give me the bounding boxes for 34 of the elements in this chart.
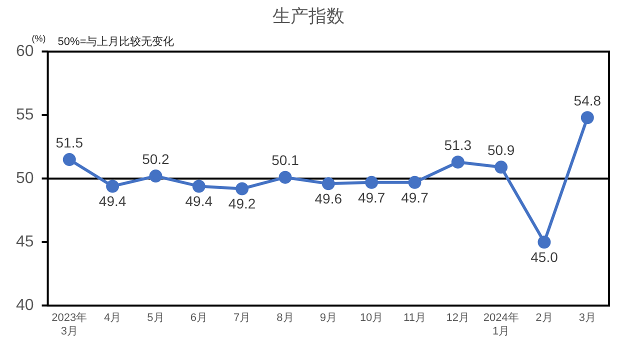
x-tick-label: 9月 [320, 312, 337, 324]
data-label: 49.4 [185, 193, 213, 210]
x-tick-label: 2024年 1月 [483, 312, 519, 338]
data-label: 49.6 [314, 190, 342, 207]
x-tick-label: 8月 [276, 312, 294, 324]
x-tick-label: 5月 [147, 312, 164, 324]
data-label: 54.8 [574, 92, 602, 108]
text: 50%=与上月比较无变化 [58, 35, 174, 48]
y-axis-title: (%) [32, 34, 46, 44]
x-tick-label: 2023年 3月 [52, 312, 88, 338]
chart-title: 生产指数 [272, 6, 344, 26]
data-label: 50.9 [487, 142, 515, 158]
x-tick-label: 3月 [578, 312, 596, 324]
x-tick-label: 7月 [233, 312, 251, 324]
data-label: 49.7 [401, 189, 429, 206]
x-tick-label: 12月 [446, 312, 470, 324]
y-tick-label: 45 [16, 234, 34, 251]
y-tick-label: 50 [16, 170, 34, 188]
data-label: 45.0 [530, 248, 558, 265]
y-tick-label: 60 [16, 43, 34, 60]
y-tick-label: 40 [16, 297, 34, 314]
y-tick-label: 55 [16, 106, 34, 124]
data-label: 51.3 [444, 136, 472, 153]
data-label: 51.5 [56, 134, 84, 150]
x-tick-label: 4月 [104, 312, 122, 324]
x-tick-label: 11月 [404, 312, 426, 324]
x-tick-label: 6月 [190, 312, 208, 324]
x-tick-label: 10月 [360, 312, 384, 324]
data-label: 49.2 [228, 196, 256, 212]
data-label: 50.2 [142, 150, 170, 167]
data-label: 50.1 [272, 152, 300, 168]
data-label: 49.4 [98, 193, 126, 210]
data-label: 49.7 [358, 189, 386, 206]
x-tick-label: 2月 [536, 312, 553, 324]
